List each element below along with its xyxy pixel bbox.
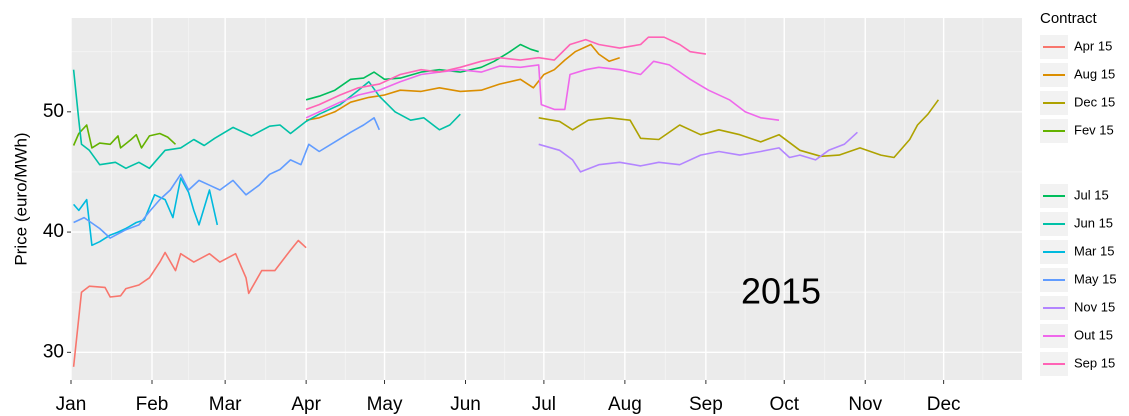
- x-tick-label: Apr: [291, 394, 321, 415]
- legend-label: Aug 15: [1074, 66, 1115, 81]
- legend-label: Out 15: [1074, 327, 1113, 342]
- x-tick-label: Dec: [927, 394, 961, 415]
- series-line: [305, 60, 780, 121]
- legend-label: Sep 15: [1074, 355, 1115, 370]
- series-line: [538, 131, 858, 173]
- legend-title: Contract: [1040, 10, 1098, 27]
- y-tick-label: 50: [43, 101, 64, 122]
- legend-label: Jul 15: [1074, 187, 1109, 202]
- x-tick-label: Aug: [608, 394, 642, 415]
- y-tick-label: 30: [43, 341, 64, 362]
- legend-label: May 15: [1074, 271, 1117, 286]
- legend-label: Jun 15: [1074, 215, 1113, 230]
- series-line: [305, 43, 620, 121]
- series-line: [538, 99, 940, 159]
- x-tick-label: Feb: [136, 394, 169, 415]
- x-tick-label: Mar: [209, 394, 242, 415]
- x-tick-label: Jun: [450, 394, 481, 415]
- legend-label: Nov 15: [1074, 299, 1115, 314]
- panel: [71, 18, 1022, 380]
- legend-label: Fev 15: [1074, 122, 1114, 137]
- y-tick-label: 40: [43, 221, 64, 242]
- legend-label: Apr 15: [1074, 38, 1112, 53]
- series-line: [305, 36, 707, 111]
- x-tick-label: Jan: [56, 394, 87, 415]
- series-line: [72, 177, 219, 247]
- x-tick-label: Oct: [769, 394, 799, 415]
- series-line: [73, 117, 381, 239]
- series-line: [72, 124, 177, 149]
- annotation: 2015: [741, 271, 821, 312]
- series-line: [72, 239, 307, 367]
- legend-label: Mar 15: [1074, 243, 1114, 258]
- y-axis-label: Price (euro/MWh): [11, 132, 30, 265]
- x-tick-label: Sep: [689, 394, 723, 415]
- x-tick-label: Nov: [848, 394, 882, 415]
- legend-label: Dec 15: [1074, 94, 1115, 109]
- x-tick-label: Jul: [532, 394, 556, 415]
- series-line: [305, 43, 539, 101]
- x-tick-label: May: [367, 394, 403, 415]
- series-line: [72, 69, 461, 170]
